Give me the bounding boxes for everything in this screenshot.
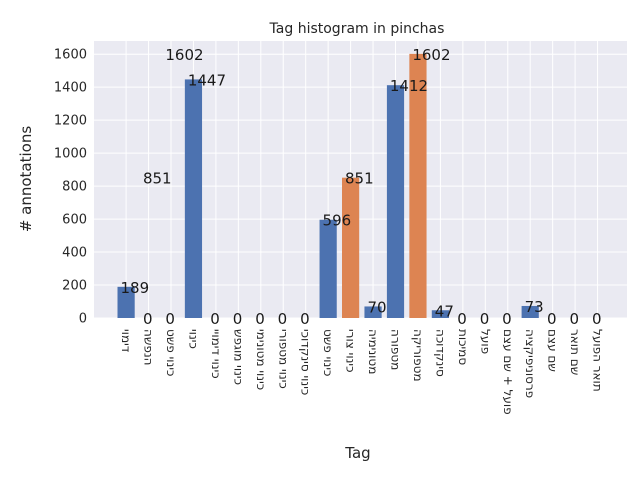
x-tick-label: פועל xyxy=(478,329,492,354)
data-label: 0 xyxy=(502,310,512,328)
x-tick-label: דימוי xyxy=(119,329,133,353)
x-tick-label: סמיכות xyxy=(456,329,470,365)
y-tick-label: 1200 xyxy=(54,114,87,129)
y-tick-label: 600 xyxy=(62,213,87,228)
bar xyxy=(521,305,539,318)
y-tick-label: 800 xyxy=(62,180,87,195)
x-tick-label: סינקדוכה xyxy=(433,329,447,377)
data-label: 0 xyxy=(143,310,153,328)
data-label: 73 xyxy=(525,298,544,316)
y-tick-label: 1000 xyxy=(54,147,87,162)
annotation-label: 1602 xyxy=(165,46,203,64)
annotation-label: 851 xyxy=(143,170,172,188)
x-tick-label: כינוי מוגפש xyxy=(231,329,245,385)
data-label: 0 xyxy=(457,310,467,328)
data-label: 0 xyxy=(165,310,175,328)
data-label: 0 xyxy=(570,310,580,328)
bar xyxy=(184,79,203,318)
x-tick-label: שם תואר xyxy=(568,329,582,375)
x-tick-label: פרסוניפיקציה xyxy=(523,329,537,398)
x-axis-label: Tag xyxy=(344,444,370,462)
y-tick-label: 1400 xyxy=(54,81,87,96)
x-tick-label: שם עצם xyxy=(546,329,560,372)
bar xyxy=(431,310,449,318)
x-tick-label: כינוי סינקדוכי xyxy=(299,329,313,395)
y-axis-label: # annotations xyxy=(17,126,35,233)
x-tick-label: פועל + שם עצם xyxy=(501,329,515,415)
data-label: 189 xyxy=(121,279,150,297)
data-label: 70 xyxy=(367,298,386,316)
data-label: 851 xyxy=(345,170,374,188)
bars xyxy=(117,53,539,318)
bar xyxy=(386,85,405,318)
x-tick-label: כינוי xyxy=(186,329,200,349)
data-label: 596 xyxy=(323,212,352,230)
data-label: 0 xyxy=(300,310,310,328)
x-tick-label: הנפשה xyxy=(142,329,156,365)
x-tick-label: כינוי פשט xyxy=(164,329,178,376)
x-tick-label: כינוי צורי xyxy=(344,329,358,372)
data-label: 0 xyxy=(480,310,490,328)
x-tick-label: מטונימיה xyxy=(366,329,380,374)
x-tick-label: כינוי דימויי xyxy=(209,329,223,379)
x-tick-label: כינוי מטפורי xyxy=(276,329,290,389)
data-label: 1447 xyxy=(188,71,226,89)
x-tick-label: תואר הפועל xyxy=(591,329,605,392)
bar xyxy=(117,286,135,318)
bar xyxy=(319,219,337,318)
x-tick-label: כינוי מטונימי xyxy=(254,329,268,390)
y-tick-label: 1600 xyxy=(54,48,87,63)
bar xyxy=(342,177,360,318)
y-tick-label: 0 xyxy=(79,312,87,327)
data-label: 0 xyxy=(547,310,557,328)
bar xyxy=(409,53,427,318)
bar xyxy=(364,306,382,318)
data-label: 0 xyxy=(255,310,265,328)
data-label: 1602 xyxy=(412,46,450,64)
y-tick-label: 400 xyxy=(62,246,87,261)
data-label: 0 xyxy=(210,310,220,328)
data-label: 1412 xyxy=(390,77,428,95)
y-tick-label: 200 xyxy=(62,279,87,294)
x-tick-label: מטפורה xyxy=(389,329,403,370)
data-label: 0 xyxy=(592,310,602,328)
data-label: 0 xyxy=(278,310,288,328)
x-tick-label: מטפוריקה xyxy=(411,329,425,382)
x-tick-label: כינוי פשט xyxy=(321,329,335,376)
y-tick-labels: 0 200 400 600 800 1000 1200 1400 1600 xyxy=(54,48,87,327)
x-tick-labels: דימוי הנפשה כינוי פשט כינוי כינוי דימויי כינו… xyxy=(119,329,604,415)
chart-title: Tag histogram in pinchas xyxy=(269,21,445,37)
data-label: 0 xyxy=(233,310,243,328)
data-label: 47 xyxy=(435,302,454,320)
